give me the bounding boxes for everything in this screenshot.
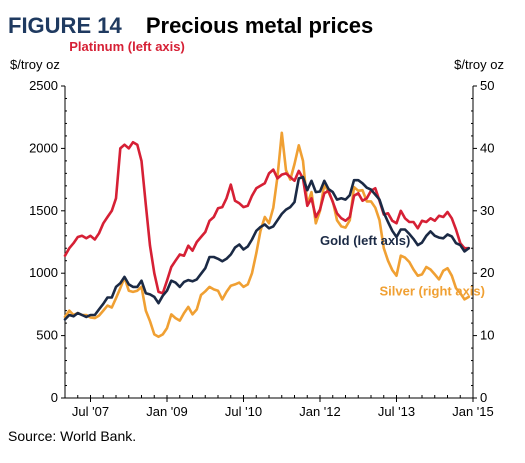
platinum-series-line	[63, 140, 471, 295]
x-axis-tick-label: Jan '12	[299, 404, 341, 419]
x-axis-tick-label: Jan '15	[452, 404, 494, 419]
series-layer	[63, 131, 471, 339]
right-axis-tick-label: 50	[480, 78, 494, 93]
figure-number: FIGURE 14	[8, 13, 122, 38]
left-axis-tick-label: 0	[51, 390, 58, 405]
left-axis-unit: $/troy oz	[10, 57, 60, 72]
left-axis-tick-label: 2500	[29, 78, 58, 93]
figure-title: FIGURE 14 Precious metal prices	[8, 13, 373, 39]
x-axis-tick-label: Jul '07	[72, 404, 109, 419]
right-axis-tick-label: 30	[480, 203, 494, 218]
figure-name: Precious metal prices	[145, 13, 374, 38]
left-axis-tick-label: 1500	[29, 203, 58, 218]
right-axis-tick-label: 10	[480, 328, 494, 343]
left-axis-tick-label: 500	[36, 328, 58, 343]
left-axis-tick-label: 1000	[29, 265, 58, 280]
right-axis-unit: $/troy oz	[454, 57, 504, 72]
gold-series-line	[63, 175, 471, 321]
gold-series-label: Gold (left axis)	[320, 233, 410, 248]
x-axis-tick-label: Jan '09	[146, 404, 188, 419]
left-axis-tick-label: 2000	[29, 140, 58, 155]
x-axis-tick-label: Jul '13	[378, 404, 415, 419]
x-axis-tick-label: Jul '10	[225, 404, 262, 419]
silver-series-label: Silver (right axis)	[380, 284, 485, 299]
right-axis-tick-label: 0	[480, 390, 487, 405]
source-note: Source: World Bank.	[8, 428, 137, 444]
silver-series-line	[63, 131, 471, 339]
right-axis-tick-label: 20	[480, 265, 494, 280]
right-axis-tick-label: 40	[480, 140, 494, 155]
axes-layer: 0 500 1000 1500 2000 2500 0 10 20 30 40 50 Jul '07 Ja…	[29, 78, 494, 419]
platinum-series-label: Platinum (left axis)	[69, 39, 185, 54]
series-labels-layer: Silver (right axis) Platinum (left axis) G…	[69, 39, 485, 299]
